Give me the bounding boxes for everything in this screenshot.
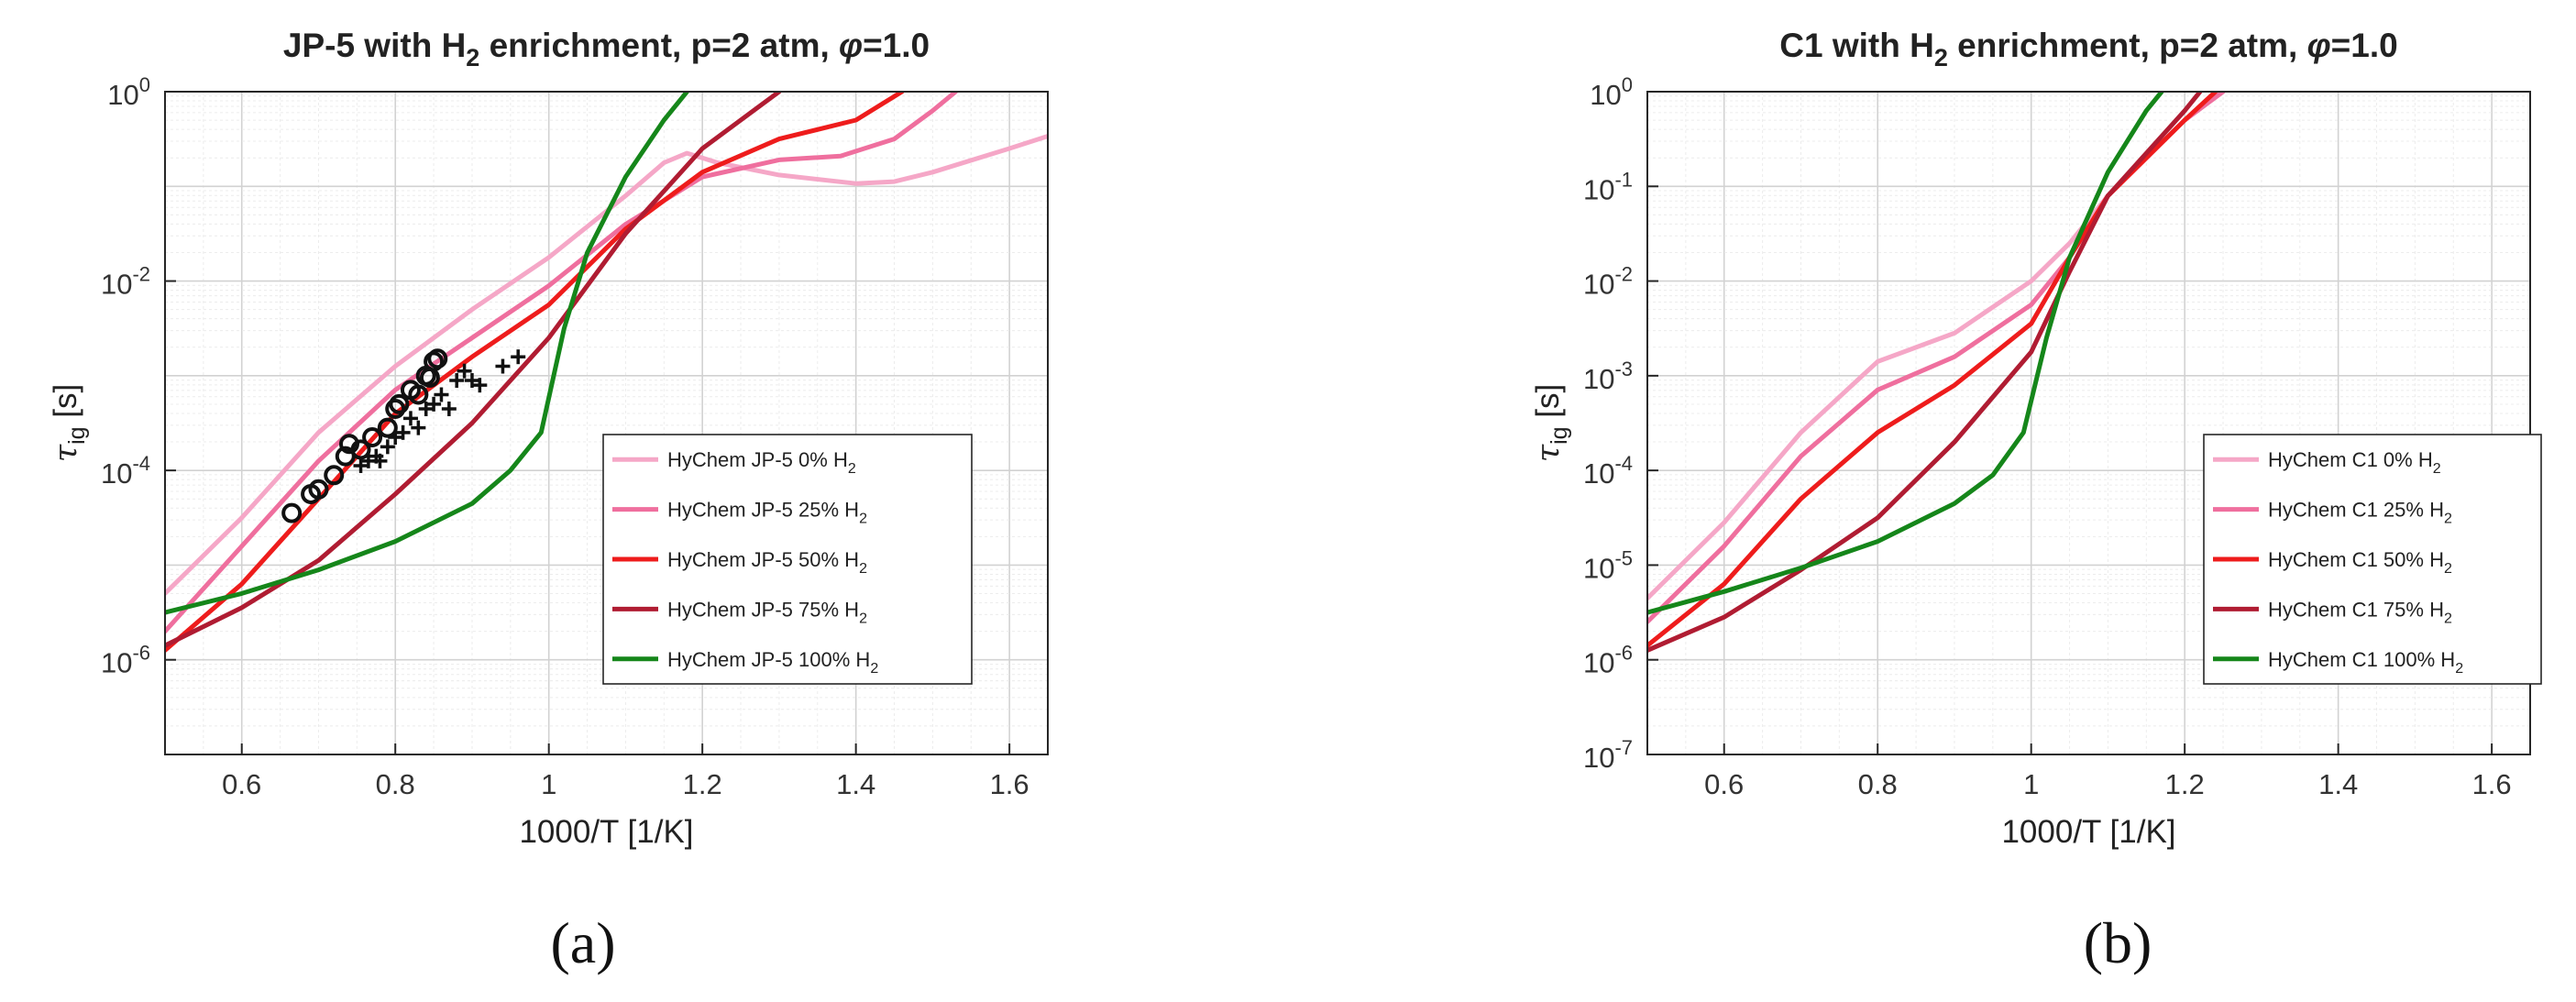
marker-plus — [457, 363, 472, 379]
marker-plus — [426, 396, 442, 412]
legend-box — [2203, 434, 2542, 685]
panel-label: (b) — [2084, 910, 2152, 975]
y-tick-label: 10-3 — [1583, 358, 1633, 395]
chart-a: 0.6 0.8 1 1.2 1.4 1.6 10-6 10-4 10-2 100 JP-5 with… — [48, 27, 1049, 975]
legend-box — [602, 434, 973, 685]
marker-plus — [402, 411, 418, 426]
chart-b: 0.6 0.8 1 1.2 1.4 1.6 10-7 10-6 10-5 10-4 10-3 10-2… — [1530, 27, 2542, 975]
marker-plus — [495, 358, 511, 374]
x-tick-label: 1.4 — [836, 768, 875, 800]
axes-box — [1646, 91, 2531, 755]
x-tick-label: 0.6 — [1704, 768, 1744, 800]
marker-circle — [377, 417, 398, 438]
marker-plus — [434, 387, 449, 402]
marker-plus — [372, 453, 388, 468]
panel-label: (a) — [550, 910, 615, 975]
marker-plus — [511, 349, 526, 365]
x-tick-label: 1 — [2023, 768, 2039, 800]
y-tick-label: 100 — [1590, 73, 1633, 111]
y-tick-label: 10-4 — [1583, 452, 1633, 490]
marker-set-0 — [281, 348, 448, 523]
y-tick-label: 10-2 — [101, 263, 150, 301]
legend-entry-3: HyChem JP-5 75% H2 — [667, 598, 867, 626]
x-tick-label: 0.6 — [222, 768, 261, 800]
x-tick-label: 1.2 — [683, 768, 722, 800]
series-line-4 — [165, 92, 689, 615]
series-line-3 — [1647, 92, 2203, 653]
chart-title: JP-5 with H2 enrichment, p=2 atm, φ=1.0 — [283, 27, 930, 72]
marker-circle — [427, 348, 448, 369]
legend-entry-2: HyChem JP-5 50% H2 — [667, 548, 867, 577]
marker-plus — [464, 373, 479, 389]
marker-plus — [388, 429, 403, 445]
marker-plus — [395, 424, 411, 440]
x-tick-label: 1 — [541, 768, 556, 800]
y-tick-label: 10-5 — [1583, 546, 1633, 584]
legend: HyChem C1 0% H2 HyChem C1 25% H2 HyChem C1… — [2203, 434, 2542, 685]
x-axis-label: 1000/T [1/K] — [2001, 814, 2175, 850]
marker-circle — [408, 384, 429, 405]
y-tick-label: 10-6 — [101, 642, 150, 679]
legend-entry-4: HyChem C1 100% H2 — [2268, 648, 2463, 677]
legend-entry-1: HyChem JP-5 25% H2 — [667, 499, 867, 527]
legend-entry-4: HyChem JP-5 100% H2 — [667, 648, 878, 677]
marker-plus — [411, 420, 426, 435]
marker-circle — [308, 479, 329, 500]
legend-entry-2: HyChem C1 50% H2 — [2268, 548, 2452, 577]
marker-plus — [353, 457, 369, 473]
y-tick-label: 10-6 — [1583, 642, 1633, 679]
y-axis-label: τig [s] — [1530, 384, 1572, 463]
y-tick-label: 10-7 — [1583, 736, 1633, 774]
y-tick-label: 10-4 — [101, 452, 150, 490]
marker-set-1 — [353, 349, 526, 473]
marker-plus — [472, 378, 488, 393]
marker-plus — [380, 439, 395, 455]
legend-entry-1: HyChem C1 25% H2 — [2268, 499, 2452, 527]
x-tick-label: 0.8 — [1858, 768, 1898, 800]
series-line-0 — [165, 134, 1048, 596]
marker-plus — [441, 402, 457, 417]
marker-circle — [389, 393, 410, 414]
y-tick-label: 10-2 — [1583, 263, 1633, 301]
legend-entry-0: HyChem C1 0% H2 — [2268, 448, 2441, 477]
y-tick-label: 10-1 — [1583, 168, 1633, 205]
x-tick-label: 1.6 — [990, 768, 1029, 800]
chart-title: C1 with H2 enrichment, p=2 atm, φ=1.0 — [1779, 27, 2397, 72]
x-axis-label: 1000/T [1/K] — [519, 814, 693, 850]
series-group — [1647, 92, 2226, 653]
y-tick-label: 100 — [107, 73, 150, 111]
y-axis-label: τig [s] — [48, 384, 90, 463]
legend-entry-0: HyChem JP-5 0% H2 — [667, 448, 856, 477]
series-line-2 — [165, 92, 905, 653]
x-tick-label: 0.8 — [376, 768, 415, 800]
series-line-2 — [1647, 92, 2218, 648]
marker-circle — [362, 426, 383, 447]
x-tick-label: 1.6 — [2472, 768, 2512, 800]
marker-circle — [281, 502, 303, 523]
marker-plus — [418, 402, 434, 417]
marker-circle — [324, 465, 345, 486]
legend-entry-3: HyChem C1 75% H2 — [2268, 598, 2452, 626]
x-tick-label: 1.2 — [2165, 768, 2205, 800]
axes-box — [164, 91, 1049, 755]
marker-plus — [449, 373, 465, 389]
legend: HyChem JP-5 0% H2 HyChem JP-5 25% H2 HyChe… — [602, 434, 973, 685]
series-line-1 — [165, 92, 958, 634]
series-line-4 — [1647, 92, 2164, 615]
x-tick-label: 1.4 — [2318, 768, 2358, 800]
marker-circle — [350, 439, 371, 460]
series-group — [165, 92, 1048, 653]
